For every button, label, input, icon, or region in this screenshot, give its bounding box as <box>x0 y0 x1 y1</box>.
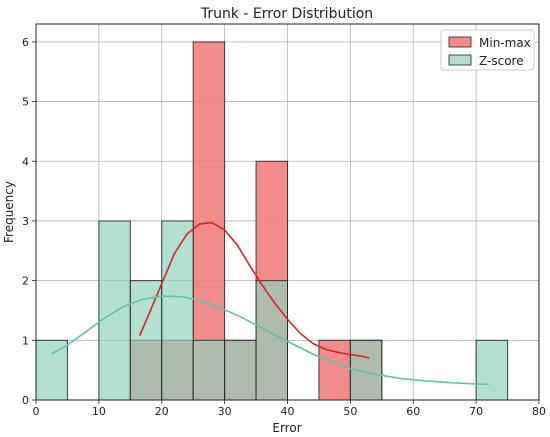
y-tick-label: 6 <box>22 36 29 49</box>
kde-line-z-score <box>51 295 489 386</box>
x-axis-label: Error <box>272 421 301 435</box>
y-tick-label: 5 <box>22 96 29 109</box>
legend-label: Min-max <box>479 36 531 50</box>
x-tick-label: 40 <box>281 405 295 418</box>
histogram-bar-z-score <box>35 339 68 401</box>
x-tick-label: 60 <box>406 405 420 418</box>
x-tick-label: 0 <box>33 405 40 418</box>
x-tick-label: 50 <box>343 405 357 418</box>
histogram-bars <box>35 41 509 401</box>
histogram-bar-z-score <box>255 280 288 401</box>
x-tick-label: 10 <box>92 405 106 418</box>
x-tick-label: 20 <box>155 405 169 418</box>
y-tick-label: 0 <box>22 394 29 407</box>
y-tick-label: 4 <box>22 155 29 168</box>
histogram-bar-z-score <box>224 339 257 401</box>
histogram-bar-z-score <box>192 339 226 401</box>
legend-swatch <box>448 36 472 48</box>
legend-swatch <box>448 54 472 66</box>
histogram-bar-z-score <box>475 339 509 401</box>
histogram-bar-z-score <box>129 280 163 401</box>
chart-title: Trunk - Error Distribution <box>200 6 373 22</box>
kde-curves <box>51 221 489 386</box>
kde-line-min-max <box>138 221 370 359</box>
x-tick-label: 70 <box>469 405 483 418</box>
x-tick-label: 80 <box>532 405 546 418</box>
axis-ticks: 0 10 20 30 40 50 60 70 80 0 1 2 3 4 5 6 <box>22 36 546 418</box>
legend: Min-max Z-score <box>440 29 535 71</box>
y-tick-label: 1 <box>22 334 29 347</box>
y-tick-label: 2 <box>22 275 29 288</box>
histogram-bar-z-score <box>161 220 194 401</box>
x-tick-label: 30 <box>218 405 232 418</box>
legend-label: Z-score <box>479 54 524 68</box>
histogram-bar-z-score <box>98 220 131 401</box>
y-axis-label: Frequency <box>2 181 16 243</box>
y-tick-label: 3 <box>22 215 29 228</box>
histogram-bar-min-max <box>318 339 351 401</box>
